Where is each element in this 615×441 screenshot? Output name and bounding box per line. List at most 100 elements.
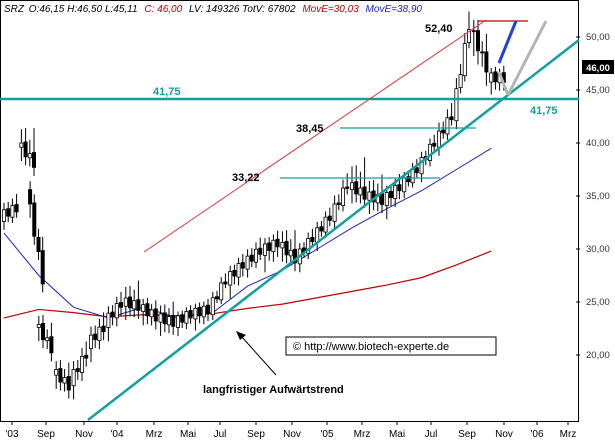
trend-pointer-arrow (240, 335, 277, 376)
candle-body (58, 368, 63, 383)
candle-body (454, 88, 459, 122)
candle-body (484, 51, 489, 73)
candle-body (36, 324, 41, 328)
candle-body (240, 262, 245, 269)
candle-body (419, 157, 424, 175)
candle-body (354, 181, 359, 195)
candle-body (40, 250, 45, 285)
candle-body (310, 236, 315, 242)
candle-body (384, 192, 389, 206)
x-tick-label: Jul (425, 429, 438, 440)
resistance-label-right: 41,75 (530, 105, 558, 117)
y-tick-label: 50,00 (586, 32, 610, 43)
candle-body (436, 130, 441, 148)
candle-body (36, 236, 41, 253)
x-axis: '03 Sep Nov '04 Mrz Mai Jul Sep Nov '05 Mrz Mai Jul S… (5, 421, 576, 440)
x-tick-label: Nov (495, 429, 513, 440)
copyright-text: © http://www.biotech-experte.de (293, 341, 449, 353)
x-tick-label: Nov (283, 429, 301, 440)
candle-body (402, 177, 407, 193)
candle-body (414, 167, 419, 174)
candle-body (97, 326, 102, 342)
candle-body (19, 142, 24, 148)
candle-body (327, 215, 332, 221)
header-symbol: SRZ (4, 4, 25, 15)
candle-body (136, 299, 141, 311)
candle-body (462, 43, 467, 77)
candle-body (27, 153, 32, 159)
candle-body (14, 204, 19, 213)
candle-body (388, 191, 393, 198)
candle-body (349, 182, 354, 191)
candle-body (93, 333, 98, 341)
x-tick-label: Mai (389, 429, 405, 440)
candle-body (106, 312, 111, 328)
forecast-dip-line (497, 71, 510, 96)
resistance-label-left: 41,75 (153, 86, 181, 98)
movE-long-line (3, 250, 492, 319)
header-move-short: MovE=30,03 (302, 4, 359, 15)
candle-body (258, 247, 263, 255)
y-tick-label: 20,00 (586, 350, 610, 361)
candle-body (397, 184, 402, 192)
x-tick-label: Mrz (146, 429, 163, 440)
trend-line (87, 39, 580, 421)
candle-body (32, 202, 37, 237)
candle-body (6, 208, 11, 217)
header-legend: SRZ O:46,15 H:46,50 L:45,11 C: 46,00 LV:… (4, 4, 422, 15)
candle-body (427, 143, 432, 161)
level-38-label: 38,45 (296, 123, 324, 135)
candle-body (406, 176, 411, 183)
price-badge-text: 46,00 (586, 63, 610, 74)
candle-body (114, 303, 119, 319)
candle-body (188, 310, 193, 319)
candle-body (445, 117, 450, 135)
candle-body (292, 248, 297, 264)
candle-body (232, 270, 237, 277)
candle-body (288, 249, 293, 257)
candle-body (489, 72, 494, 83)
candle-body (123, 297, 128, 307)
candle-body (119, 302, 124, 308)
candle-body (280, 241, 285, 249)
y-tick-label: 30,00 (586, 244, 610, 255)
trend-pointer-arrowhead (236, 331, 246, 340)
x-tick-label: '05 (320, 429, 333, 440)
candle-body (223, 281, 228, 285)
candle-body (236, 263, 241, 278)
candle-body (180, 314, 185, 323)
candle-body (75, 368, 80, 372)
candle-body (41, 323, 46, 341)
channel-line (143, 19, 487, 253)
candle-body (153, 308, 158, 322)
candle-body (110, 311, 115, 318)
candle-body (193, 307, 198, 320)
candle-body (201, 305, 206, 318)
candle-body (141, 304, 146, 312)
candle-body (275, 238, 280, 248)
candle-body (323, 216, 328, 233)
candle-body (184, 311, 189, 324)
x-tick-label: Mrz (560, 429, 577, 440)
candles (2, 11, 506, 400)
candle-body (493, 71, 498, 83)
header-close: C: 46,00 (144, 4, 182, 15)
forecast-up-arrow (497, 20, 518, 64)
candle-body (245, 255, 250, 270)
candle-body (127, 296, 132, 309)
candle-body (362, 186, 367, 200)
candle-body (262, 243, 267, 256)
candle-body (80, 355, 85, 373)
candle-body (336, 202, 341, 205)
trend-label: langfristiger Aufwärtstrend (203, 384, 344, 396)
candle-body (475, 30, 480, 52)
forecast-rebound-line (506, 20, 548, 96)
candle-body (284, 240, 289, 256)
header-move-long: MovE=38,90 (366, 4, 423, 15)
y-tick-label: 35,00 (586, 191, 610, 202)
y-tick-label: 40,00 (586, 138, 610, 149)
candle-body (145, 303, 150, 317)
candle-body (228, 271, 233, 286)
level-33-label: 33,22 (232, 172, 260, 184)
